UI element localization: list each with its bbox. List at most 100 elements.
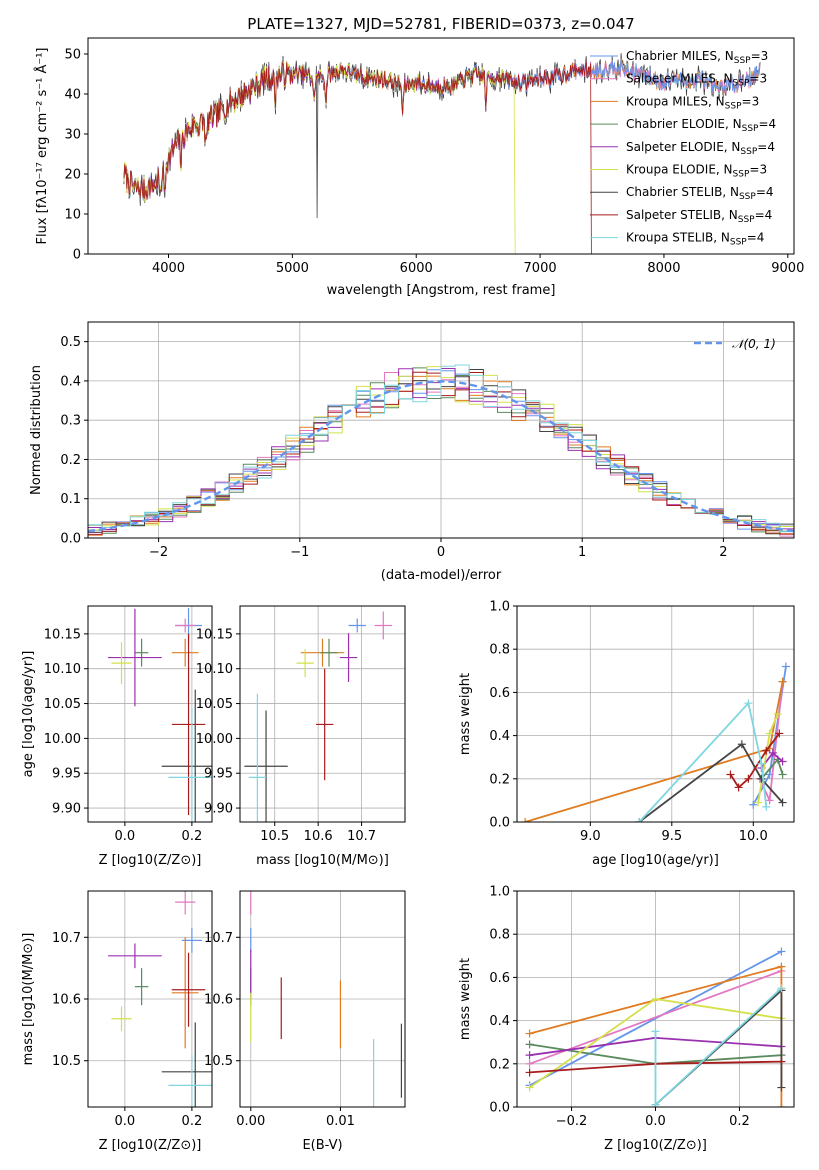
weight-marker [726, 770, 735, 779]
weight-marker [762, 746, 771, 755]
y-tick-label: 1.0 [489, 885, 510, 900]
weight-marker [773, 710, 782, 718]
y-tick-label: 40 [64, 88, 81, 103]
x-tick-label: 10.5 [260, 829, 289, 844]
errorbar-kroupa-miles [171, 937, 199, 1049]
legend-text: Chabrier ELODIE, N [626, 117, 742, 131]
y-axis-label: Flux [fλ10⁻¹⁷ erg cm⁻² s⁻¹ Å⁻¹] [34, 48, 50, 245]
x-tick-label: 9000 [771, 261, 804, 276]
x-tick-label: −1 [290, 545, 309, 560]
errorbar-salpeter-stelib [171, 633, 206, 816]
x-axis-label: (data-model)/error [381, 568, 502, 583]
weight-line-chabrier-miles [529, 950, 782, 1087]
spectrum-panel: 4000 5000 6000 7000 8000 9000 0 10 20 30 40 50 wavel… [34, 37, 804, 298]
weight-marker [765, 729, 774, 738]
weight-marker [778, 757, 787, 766]
legend-text: Kroupa STELIB, N [626, 231, 730, 245]
legend-entry: Chabrier ELODIE, NSSP=4 [626, 117, 776, 134]
y-tick-label: 10 [64, 208, 81, 223]
y-axis-label: Normed distribution [29, 365, 44, 495]
errorbar-chabrier-miles [348, 618, 366, 633]
x-tick-label: 1 [578, 545, 586, 560]
weight-marker [757, 774, 766, 783]
legend-entry: Chabrier MILES, NSSP=3 [626, 49, 768, 66]
y-tick-label: 9.90 [204, 802, 233, 817]
y-tick-label: 9.90 [52, 802, 81, 817]
errorbar-kroupa-stelib [168, 707, 212, 822]
weight-marker [777, 1057, 786, 1066]
x-tick-label: 2 [719, 545, 727, 560]
y-tick-label: 0.6 [489, 686, 510, 701]
legend-entry: Chabrier STELIB, NSSP=4 [626, 185, 774, 202]
axes-frame [516, 605, 795, 823]
y-tick-label: 50 [64, 48, 81, 63]
legend-text: Chabrier STELIB, N [626, 185, 739, 199]
weight-line-kroupa-stelib [654, 987, 783, 1107]
weight-marker [525, 1029, 534, 1038]
errorbar-salpeter-miles [175, 891, 196, 915]
legend-subscript: SSP [734, 56, 751, 66]
y-tick-label: 30 [64, 128, 81, 143]
weight-marker [781, 662, 790, 671]
axes-frame [87, 890, 213, 1108]
legend-text-end: =3 [742, 94, 760, 108]
legend-entry: 𝒩(0, 1) [732, 337, 776, 351]
legend-text-end: =4 [757, 140, 775, 154]
y-tick-label: 0.0 [489, 1101, 510, 1116]
legend-entry: Kroupa MILES, NSSP=3 [626, 94, 759, 111]
axes-frame [239, 890, 406, 1108]
weight-marker [777, 1103, 786, 1107]
age-vs-mass-panel: 10.5 10.6 10.7 9.90 9.95 10.00 10.05 10.10 10.15… [196, 605, 406, 868]
weight-marker [757, 759, 766, 768]
y-tick-label: 0.6 [489, 971, 510, 986]
y-tick-label: 0.8 [489, 643, 510, 658]
axes-frame [87, 321, 795, 539]
weight-marker [525, 1059, 534, 1068]
x-tick-label: 9.5 [661, 829, 682, 844]
x-tick-label: 0.01 [326, 1114, 355, 1129]
y-tick-label: 0 [73, 248, 81, 263]
y-tick-label: 9.95 [52, 767, 81, 782]
weight-marker [651, 1027, 660, 1036]
weight-line-chabrier-stelib [638, 742, 784, 822]
weight-marker [775, 729, 784, 738]
weight-marker [777, 947, 786, 956]
weight-line-kroupa-stelib [638, 701, 768, 822]
errorbar-chabrier-stelib [161, 1022, 212, 1107]
y-tick-label: 0.3 [60, 414, 81, 429]
x-axis-label: age [log10(age/yr)] [592, 853, 719, 868]
legend-text: Chabrier MILES, N [626, 49, 734, 63]
weight-marker [525, 1083, 534, 1092]
y-axis-label: mass weight [458, 958, 473, 1040]
weight-marker [778, 677, 787, 686]
mass-vs-ebv-panel: 0.00 0.01 10.5 10.6 10.7 E(B-V) [204, 890, 406, 1153]
legend-entry: Kroupa STELIB, NSSP=4 [626, 231, 764, 248]
errorbar-kroupa-elodie [111, 642, 132, 685]
weight-marker [525, 1040, 534, 1049]
legend-text-end: =3 [749, 163, 767, 177]
y-axis-label: mass weight [458, 673, 473, 755]
legend-subscript: SSP [725, 101, 742, 111]
y-tick-label: 0.0 [489, 816, 510, 831]
errorbar-salpeter-elodie [108, 943, 162, 969]
y-tick-label: 10.15 [196, 627, 233, 642]
y-tick-label: 0.2 [489, 1057, 510, 1072]
legend-text: Salpeter ELODIE, N [626, 140, 740, 154]
legend-subscript: SSP [739, 192, 756, 202]
weight-marker [737, 740, 746, 749]
figure-title: PLATE=1327, MJD=52781, FIBERID=0373, z=0… [247, 15, 634, 33]
legend-subscript: SSP [733, 79, 750, 89]
legend-entry: Salpeter STELIB, NSSP=4 [626, 208, 772, 225]
weight-line-kroupa-miles [524, 681, 784, 822]
weight-marker [777, 962, 786, 971]
y-tick-label: 10.10 [196, 662, 233, 677]
errorbar-chabrier-stelib [244, 710, 288, 822]
legend-entry: Salpeter MILES, NSSP=3 [626, 72, 767, 89]
mass-vs-metallicity-panel: 0.0 0.2 10.5 10.6 10.7 Z [log10(Z/Z⊙)] mass [l… [21, 890, 213, 1153]
weight-marker [778, 770, 787, 779]
legend-entry: Kroupa ELODIE, NSSP=3 [626, 163, 767, 180]
weight-marker [765, 796, 774, 805]
x-tick-label: −0.2 [556, 1114, 588, 1129]
legend-text-end: =4 [756, 185, 774, 199]
